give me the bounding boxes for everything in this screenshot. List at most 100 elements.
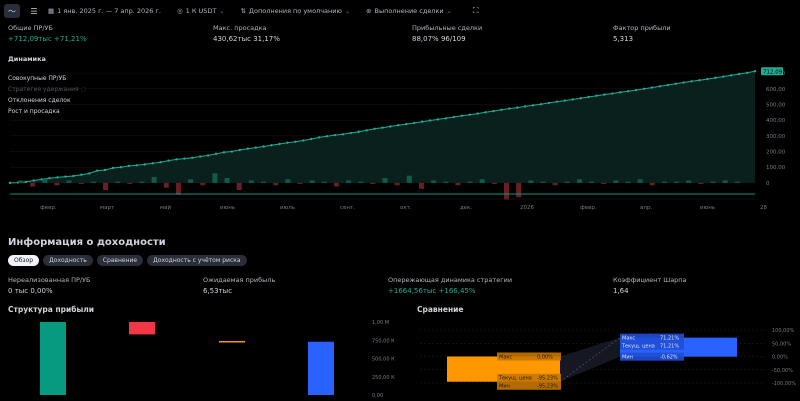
equity-point [270,144,273,147]
excursion-bar [358,181,364,183]
last-value-label: 712,09 [763,69,783,75]
tab-comparison[interactable]: Сравнение [96,255,144,266]
execution-selector[interactable]: ⊛ Выполнение сделки ⌄ [366,7,452,15]
excursion-bar [455,182,461,186]
excursion-bar [212,173,218,183]
y-tick-label: 50,00% [772,341,791,347]
equity-point [294,140,297,143]
equity-point [151,162,154,165]
equity-point [103,168,107,172]
excursion-bar [285,179,291,183]
equity-point [650,86,654,89]
equity-point [555,100,559,103]
structure-bar [129,322,155,335]
excursion-bar [103,182,109,191]
excursion-bar [78,182,84,185]
metric-value: 430,62 [213,35,238,43]
excursion-bar [406,175,412,183]
chevron-down-icon: ⌄ [345,7,351,15]
x-tick-label: март [100,205,115,211]
date-range-selector[interactable]: ▦ 1 янв. 2025 г. — 7 апр. 2026 г. [48,7,161,15]
y-tick-label: 0 [766,181,770,187]
info-value: 6,53 [203,287,219,295]
structure-bar [308,341,334,395]
metric-unit: тыс [38,35,52,43]
comparison-title: Сравнение [417,305,464,314]
equity-point [428,119,432,122]
metric-label: Фактор прибыли [613,24,671,32]
equity-point [48,176,51,180]
equity-point [452,115,456,119]
equity-point [595,94,598,97]
excursion-bar [479,179,485,183]
currency-selector[interactable]: ◎ 1 К USDT ⌄ [177,7,224,15]
info-unit: тыс [218,287,233,295]
metric-extra: +71,21% [54,35,87,43]
info-label: Ожидаемая прибыль [203,276,276,284]
date-range-label: 1 янв. 2025 г. — 7 апр. 2026 г. [57,7,161,15]
excursion-bar [273,182,279,186]
eye-off-icon[interactable]: ◌ [80,86,86,93]
tab-risk-adjusted[interactable]: Доходность с учётом риска [147,255,247,266]
legend-runup-drawdown[interactable]: Рост и просадка [8,108,60,115]
excursion-bar [297,182,303,185]
excursion-bar [661,181,667,183]
value-label-value: 71,21% [660,344,679,350]
value-label-bg [620,341,684,350]
x-tick-label: июль [280,205,295,211]
income-title: Информация о доходности [8,237,166,248]
excursion-bar [370,182,376,185]
equity-point [262,145,265,148]
excursion-bar [564,181,570,183]
legend-cumulative[interactable]: Совокупные ПР/УБ [8,75,67,82]
chevron-down-icon: ⌄ [219,7,225,15]
equity-point [389,125,392,128]
excursion-bar [321,181,327,183]
excursion-bar [382,178,388,183]
info-outperformance: Опережающая динамика стратегии +1664,56т… [388,276,512,295]
equity-point [730,74,733,77]
equity-point [206,154,210,157]
value-label-bg [497,381,561,390]
info-value: +1664,56 [388,287,423,295]
value-label-bg [497,373,561,382]
metrics-row: Общие ПР/УБ +712,09тыс +71,21% Макс. про… [0,24,800,50]
legend-trade-excursion[interactable]: Отклонения сделок [8,97,71,104]
tab-overview[interactable]: Обзор [8,255,40,266]
metric-value: +712,09 [8,35,39,43]
equity-chart[interactable]: 700,00600,00500,00400,00300,00200,00100,… [0,0,800,220]
equity-point [674,82,677,85]
equity-point [286,141,289,144]
line-chart-icon[interactable]: 〜 [4,4,20,18]
equity-point [508,107,511,110]
excursion-bar [491,182,497,185]
excursion-bar [333,182,339,187]
info-expected: Ожидаемая прибыль 6,53тыс [203,276,275,295]
equity-point [88,172,91,175]
y-tick-label: 500,00 [766,102,786,108]
equity-point [523,105,527,108]
value-label-name: Текущ. цена [498,376,532,382]
equity-point [341,133,345,136]
fullscreen-icon[interactable]: ⛶ [472,6,479,15]
equity-point [254,146,257,149]
tab-returns[interactable]: Доходность [43,255,93,266]
equity-point [642,87,646,91]
chart-legend: Совокупные ПР/УБ Стратегия удержания ◌ О… [8,73,86,117]
legend-buy-hold[interactable]: Стратегия удержания ◌ [8,86,86,93]
excursion-bar [151,176,157,183]
sort-selector[interactable]: ⇅ Дополнения по умолчанию ⌄ [240,7,350,15]
equity-point [325,134,329,138]
calendar-icon: ▦ [48,7,55,15]
equity-point [531,104,535,107]
equity-point [8,181,12,185]
metric-value: 88,07% [412,35,439,43]
equity-point [682,81,685,84]
info-label: Нереализованная ПР/УБ [8,276,91,284]
equity-point [500,108,503,112]
excursion-bar [200,182,206,186]
excursion-bar [90,181,96,183]
info-extra: +166,45% [438,287,476,295]
list-icon[interactable]: ☰ [30,6,38,16]
